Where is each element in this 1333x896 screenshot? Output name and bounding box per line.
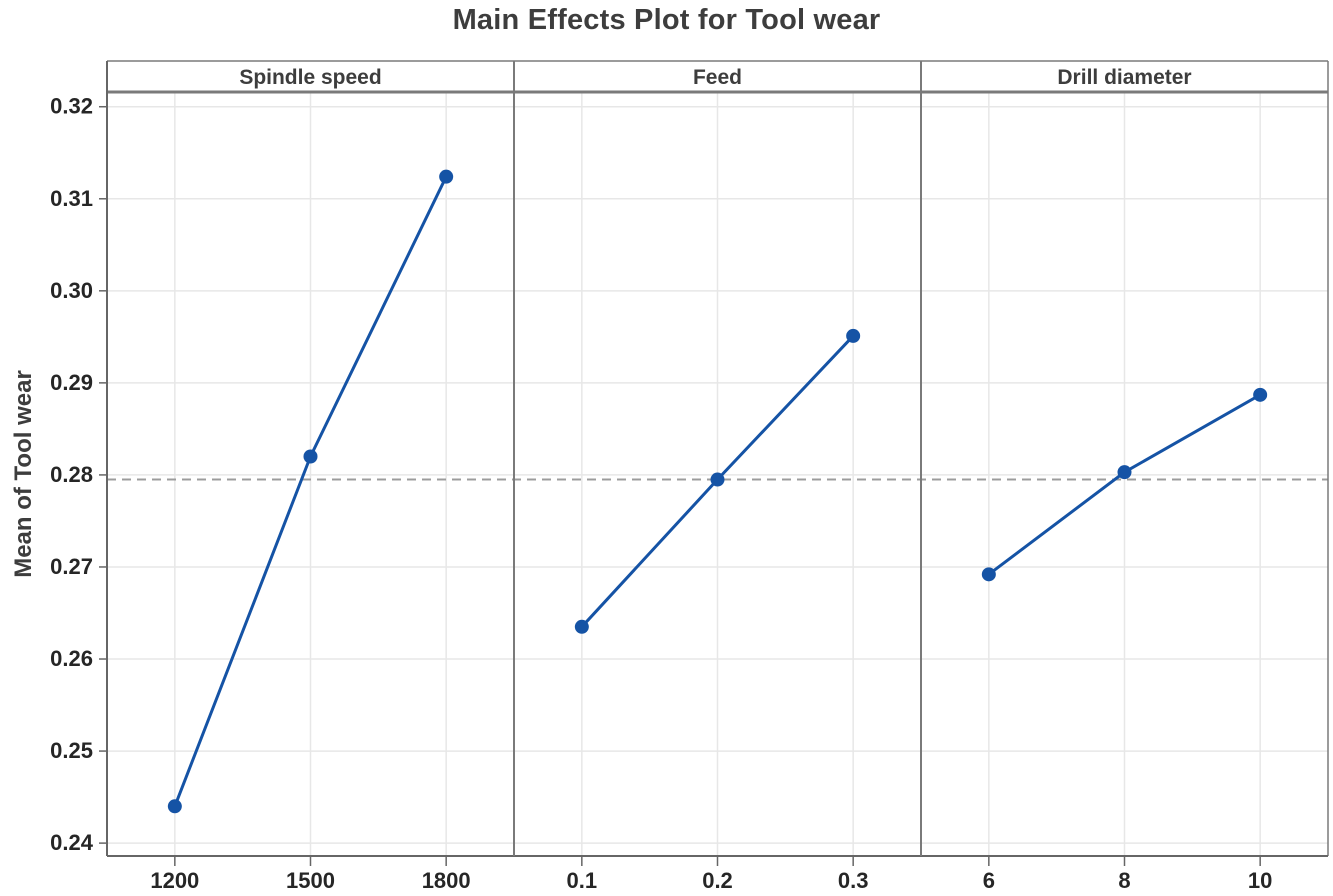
data-point [167,799,182,814]
data-point [574,619,589,634]
data-point [710,472,725,487]
x-tick-label: 0.2 [702,868,733,893]
y-tick-label: 0.26 [50,646,93,671]
data-point [1253,387,1268,402]
x-tick-label: 0.3 [838,868,869,893]
x-tick-label: 6 [983,868,995,893]
panel-header-label: Spindle speed [239,66,381,89]
chart-title: Main Effects Plot for Tool wear [452,4,881,36]
y-tick-label: 0.30 [50,278,93,303]
data-point [303,449,318,464]
y-tick-label: 0.31 [50,186,93,211]
y-tick-label: 0.25 [50,738,93,763]
y-tick-label: 0.27 [50,554,93,579]
data-point [846,328,861,343]
x-tick-label: 10 [1248,868,1272,893]
x-tick-label: 8 [1118,868,1130,893]
y-tick-label: 0.28 [50,462,93,487]
x-tick-label: 1800 [422,868,471,893]
y-tick-label: 0.29 [50,370,93,395]
data-point [1117,465,1132,480]
data-point [981,567,996,582]
data-point [439,169,454,184]
panel-header-label: Feed [693,66,742,89]
x-tick-label: 0.1 [567,868,598,893]
y-tick-label: 0.32 [50,94,93,119]
x-tick-label: 1200 [150,868,199,893]
panel-header-label: Drill diameter [1057,66,1191,89]
x-tick-label: 1500 [286,868,335,893]
y-tick-label: 0.24 [50,830,94,855]
